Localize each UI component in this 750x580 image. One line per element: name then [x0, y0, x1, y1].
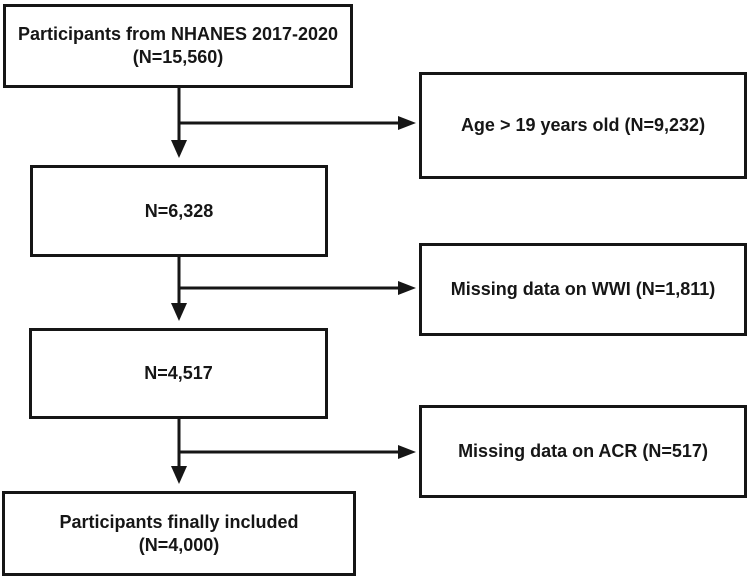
flow-box-final-sample: Participants finally included (N=4,000)	[2, 491, 356, 576]
flow-box-after-age-exclusion: N=6,328	[30, 165, 328, 257]
flow-box-text-line: N=6,328	[144, 200, 214, 221]
flow-box-wwi-exclusion: Missing data on WWI (N=1,811)	[419, 243, 747, 336]
flow-box-text-line: (N=4,000)	[138, 534, 220, 555]
arrow-right-2-icon	[180, 281, 416, 295]
flow-box-text-line: N=4,517	[144, 363, 213, 383]
arrow-right-3-icon	[180, 445, 416, 459]
arrow-down-2-icon	[171, 257, 187, 321]
flow-box-after-wwi-exclusion: N=4,517	[29, 328, 328, 419]
arrow-down-1-icon	[171, 88, 187, 158]
flow-box-text-line: (N=15,560)	[132, 47, 224, 67]
flow-box-text-line: Missing data on ACR (N=517)	[458, 441, 708, 461]
arrow-down-3-icon	[171, 419, 187, 484]
flow-box-age-exclusion: Age > 19 years old (N=9,232)	[419, 72, 747, 179]
flow-box-nhanes-source: Participants from NHANES 2017-2020 (N=15…	[3, 4, 353, 88]
flow-box-acr-exclusion: Missing data on ACR (N=517)	[419, 405, 747, 498]
flow-box-text-line: Missing data on WWI (N=1,811)	[450, 279, 716, 299]
flow-box-text-line: Participants finally included	[59, 511, 299, 532]
arrow-right-1-icon	[180, 116, 416, 130]
flow-box-text-line: Participants from NHANES 2017-2020	[17, 24, 339, 44]
flow-box-text-line: Age > 19 years old (N=9,232)	[460, 115, 706, 135]
